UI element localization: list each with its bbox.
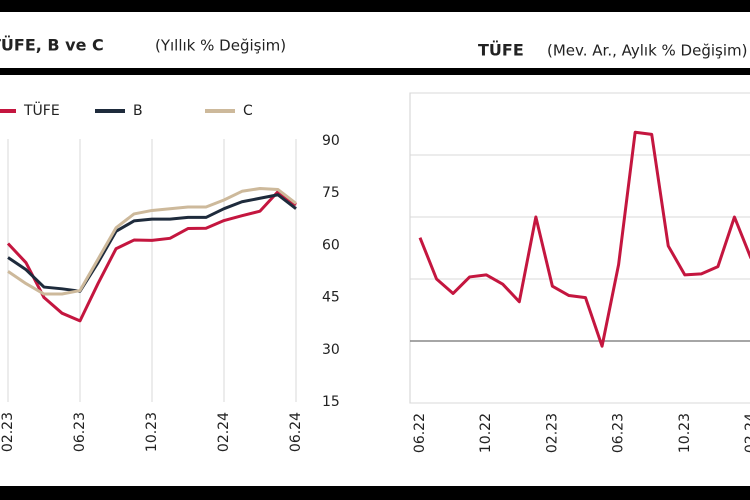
x-tick-label: 06.23 (72, 412, 88, 452)
line-series (418, 130, 750, 348)
line-series (7, 193, 297, 293)
y-tick-label: 45 (322, 290, 340, 306)
x-tick-label: 06.22 (412, 413, 428, 453)
x-tick-label: 06.23 (611, 413, 627, 453)
x-tick-label: 10.23 (677, 413, 693, 453)
legend-label: TÜFE (23, 101, 60, 119)
x-tick-label: 10.22 (478, 413, 494, 453)
y-tick-label: 90 (322, 133, 340, 149)
divider (0, 68, 750, 75)
y-tick-label: 75 (322, 185, 340, 201)
top-band (0, 0, 750, 12)
x-tick-label: 02.24 (743, 413, 750, 453)
x-tick-label: 02.23 (544, 413, 560, 453)
legend-label: C (243, 103, 253, 119)
x-tick-label: 02.24 (216, 412, 232, 452)
y-tick-label: 15 (322, 394, 340, 410)
x-tick-label: 06.24 (288, 412, 304, 452)
bottom-band (0, 486, 750, 500)
y-tick-label: 30 (322, 342, 340, 358)
line-series (6, 190, 297, 323)
chart-title: TÜFE, B ve C (0, 36, 104, 55)
chart-title: TÜFE (478, 41, 524, 60)
x-tick-label: 10.23 (144, 412, 160, 452)
x-tick-label: 02.23 (0, 412, 16, 452)
y-tick-label: 60 (322, 237, 340, 253)
chart-subtitle: (Yıllık % Değişim) (155, 37, 286, 55)
line-series (7, 187, 297, 296)
chart-subtitle: (Mev. Ar., Aylık % Değişim) (547, 42, 747, 60)
legend-label: B (133, 103, 143, 119)
plot-frame (409, 92, 750, 404)
